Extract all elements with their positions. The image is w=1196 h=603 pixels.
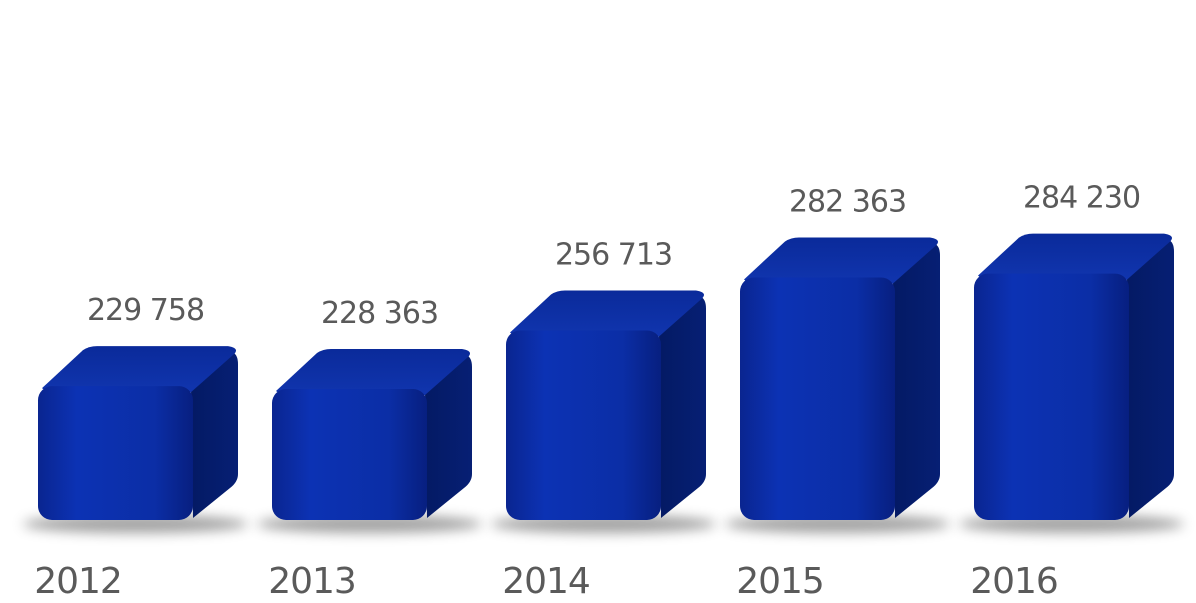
- bar-front-face: [272, 389, 427, 520]
- value-label-2015: 282 363: [789, 184, 906, 219]
- value-label-2016: 284 230: [1023, 181, 1140, 216]
- category-label-2014: 2014: [502, 561, 590, 602]
- bar-side-face: [191, 352, 238, 518]
- bar-top-face: [510, 290, 704, 341]
- bar-top-face: [978, 233, 1172, 284]
- bar-top-face: [744, 237, 938, 288]
- bar-front-face: [38, 386, 193, 520]
- bar-front-face: [740, 277, 895, 520]
- value-label-2012: 229 758: [87, 293, 204, 328]
- bar-2012: [23, 346, 248, 533]
- bar-2014: [491, 290, 716, 533]
- category-label-2016: 2016: [970, 561, 1058, 602]
- bar-front-face: [974, 273, 1129, 520]
- category-label-2012: 2012: [34, 561, 122, 602]
- bar-side-face: [425, 355, 472, 518]
- category-label-2013: 2013: [268, 561, 356, 602]
- bar-front-face: [506, 330, 661, 520]
- value-labels-group: 229 758 228 363 256 713 282 363 284 230: [87, 181, 1141, 331]
- bar-side-face: [893, 243, 940, 518]
- category-label-2015: 2015: [736, 561, 824, 602]
- bar-side-face: [1127, 239, 1174, 518]
- bars-group: [23, 233, 1184, 533]
- bar-top-face: [276, 349, 470, 400]
- bar-side-face: [659, 296, 706, 518]
- value-label-2013: 228 363: [321, 296, 438, 331]
- bar-top-face: [42, 346, 236, 397]
- value-label-2014: 256 713: [555, 237, 672, 272]
- bar-2013: [257, 349, 482, 533]
- bar-2015: [725, 237, 950, 533]
- category-labels-group: 2012 2013 2014 2015 2016: [34, 561, 1059, 602]
- bar-2016: [959, 233, 1184, 533]
